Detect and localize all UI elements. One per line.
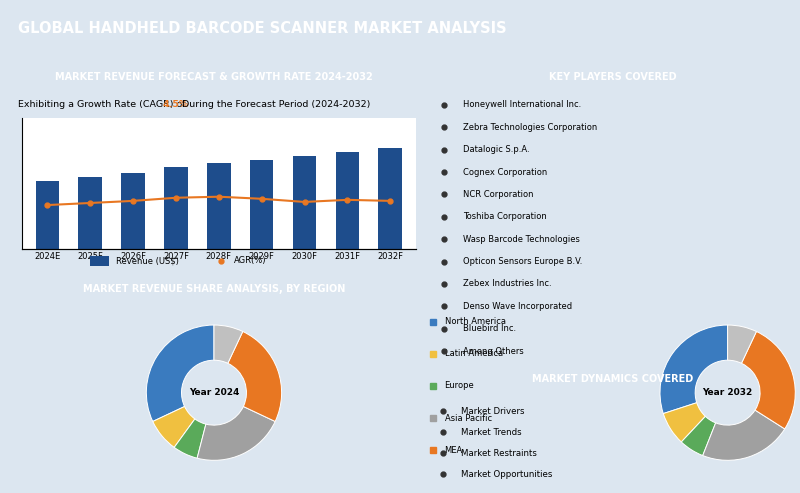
- Wedge shape: [146, 325, 214, 422]
- Wedge shape: [174, 419, 206, 458]
- Bar: [122, 174, 145, 249]
- Text: MARKET REVENUE SHARE ANALYSIS, BY REGION: MARKET REVENUE SHARE ANALYSIS, BY REGION: [83, 284, 345, 294]
- Text: MARKET DYNAMICS COVERED: MARKET DYNAMICS COVERED: [532, 374, 693, 384]
- Wedge shape: [197, 407, 275, 460]
- Text: Honeywell International Inc.: Honeywell International Inc.: [463, 101, 582, 109]
- Text: During the Forecast Period (2024-2032): During the Forecast Period (2024-2032): [179, 100, 370, 108]
- Bar: [293, 156, 316, 249]
- Text: Market Opportunities: Market Opportunities: [461, 470, 552, 479]
- Wedge shape: [728, 325, 757, 363]
- Text: Denso Wave Incorporated: Denso Wave Incorporated: [463, 302, 573, 311]
- Bar: [78, 176, 102, 249]
- Text: KEY PLAYERS COVERED: KEY PLAYERS COVERED: [549, 72, 676, 82]
- Text: Exhibiting a Growth Rate (CAGR) of: Exhibiting a Growth Rate (CAGR) of: [18, 100, 189, 108]
- Bar: [336, 152, 359, 249]
- Wedge shape: [153, 407, 195, 447]
- Wedge shape: [228, 331, 282, 422]
- Text: 4.5%: 4.5%: [163, 100, 189, 108]
- Text: Europe: Europe: [445, 382, 474, 390]
- Text: Latin America: Latin America: [445, 349, 502, 358]
- Text: Year 2032: Year 2032: [702, 388, 753, 397]
- Text: Bluebird Inc.: Bluebird Inc.: [463, 324, 517, 333]
- Text: Asia Pacific: Asia Pacific: [445, 414, 492, 423]
- Text: Year 2024: Year 2024: [189, 388, 239, 397]
- Bar: [35, 181, 59, 249]
- Text: Wasp Barcode Technologies: Wasp Barcode Technologies: [463, 235, 580, 244]
- Wedge shape: [742, 331, 795, 429]
- Bar: [164, 167, 188, 249]
- Text: GLOBAL HANDHELD BARCODE SCANNER MARKET ANALYSIS: GLOBAL HANDHELD BARCODE SCANNER MARKET A…: [18, 21, 506, 36]
- Text: MEA: MEA: [445, 446, 462, 455]
- Bar: [250, 160, 274, 249]
- Text: Market Trends: Market Trends: [461, 428, 522, 437]
- Text: NCR Corporation: NCR Corporation: [463, 190, 534, 199]
- Text: Datalogic S.p.A.: Datalogic S.p.A.: [463, 145, 530, 154]
- Wedge shape: [660, 325, 728, 414]
- Bar: [378, 148, 402, 249]
- Wedge shape: [682, 417, 716, 456]
- Text: AGR(%): AGR(%): [234, 256, 266, 265]
- Text: Market Restraints: Market Restraints: [461, 449, 537, 458]
- Bar: [90, 256, 110, 266]
- Wedge shape: [702, 410, 785, 460]
- Text: Revenue (US$): Revenue (US$): [116, 256, 178, 265]
- Text: Toshiba Corporation: Toshiba Corporation: [463, 212, 547, 221]
- Text: MARKET REVENUE FORECAST & GROWTH RATE 2024-2032: MARKET REVENUE FORECAST & GROWTH RATE 20…: [55, 72, 373, 82]
- Text: Among Others: Among Others: [463, 347, 524, 355]
- Wedge shape: [214, 325, 242, 363]
- Text: Zebex Industries Inc.: Zebex Industries Inc.: [463, 280, 552, 288]
- Text: North America: North America: [445, 317, 506, 326]
- Text: Opticon Sensors Europe B.V.: Opticon Sensors Europe B.V.: [463, 257, 583, 266]
- Text: Cognex Corporation: Cognex Corporation: [463, 168, 548, 176]
- Text: Market Drivers: Market Drivers: [461, 407, 524, 416]
- Wedge shape: [663, 403, 706, 442]
- Text: Zebra Technologies Corporation: Zebra Technologies Corporation: [463, 123, 598, 132]
- Bar: [207, 163, 230, 249]
